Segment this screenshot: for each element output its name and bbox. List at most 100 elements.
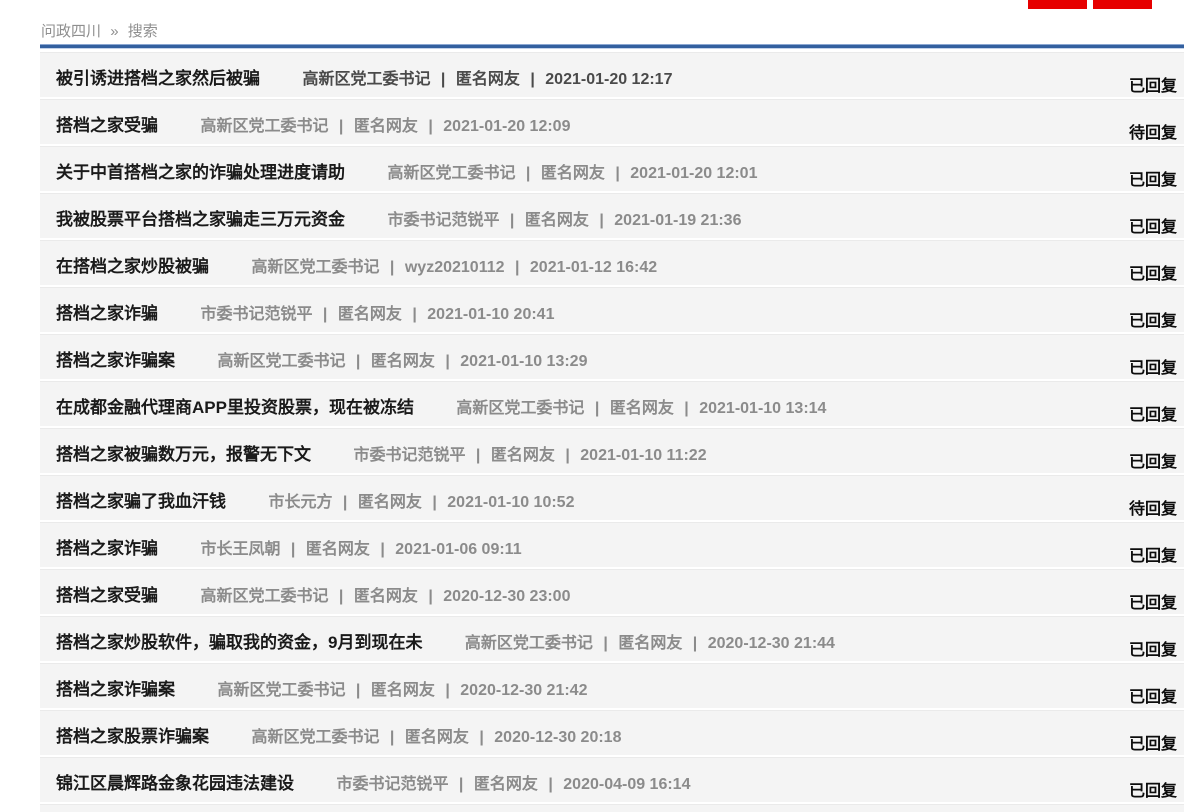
item-title-link[interactable]: 搭档之家诈骗案 (56, 680, 175, 699)
meta-separator: | (389, 729, 395, 746)
meta-separator: | (548, 776, 553, 793)
item-meta: 高新区党工委书记 | 匿名网友 | 2021-01-10 13:29 (217, 353, 587, 370)
item-recipient: 市委书记范锐平 (387, 212, 500, 229)
meta-separator: | (322, 306, 328, 323)
item-author: 匿名网友 (540, 165, 605, 182)
list-item[interactable]: 搭档之家诈骗案 高新区党工委书记 | 匿名网友 | 2020-12-30 21:… (40, 663, 1184, 708)
list-item[interactable]: 搭档之家股票诈骗案 高新区党工委书记 | 匿名网友 | 2020-12-30 2… (40, 710, 1184, 755)
meta-separator: | (475, 447, 481, 464)
list-item[interactable]: 搭档之家骗了我血汗钱 市长元方 | 匿名网友 | 2021-01-10 10:5… (40, 475, 1184, 520)
list-item[interactable]: 被引诱进搭档之家然后被骗 高新区党工委书记 | 匿名网友 | 2021-01-2… (40, 52, 1184, 97)
list-item[interactable]: 搭档之家受骗 高新区党工委书记 | 匿名网友 | 2020-12-30 23:0… (40, 569, 1184, 614)
item-meta: 市长元方 | 匿名网友 | 2021-01-10 10:52 (268, 494, 574, 511)
item-title-link[interactable]: 在搭档之家炒股被骗 (56, 257, 209, 276)
item-meta: 高新区党工委书记 | 匿名网友 | 2021-01-20 12:17 (302, 71, 672, 88)
item-line: 我被股票平台搭档之家骗走三万元资金 市委书记范锐平 | 匿名网友 | 2021-… (56, 205, 741, 230)
list-item[interactable]: 搭档之家被骗数万元，报警无下文 市委书记范锐平 | 匿名网友 | 2021-01… (40, 428, 1184, 473)
item-title-link[interactable]: 在成都金融代理商APP里投资股票，现在被冻结 (56, 398, 414, 417)
item-recipient: 市委书记范锐平 (336, 776, 449, 793)
item-line: 在搭档之家炒股被骗 高新区党工委书记 | wyz20210112 | 2021-… (56, 252, 657, 277)
item-line: 锦江区晨辉路金象花园违法建设 市委书记范锐平 | 匿名网友 | 2020-04-… (56, 769, 690, 794)
breadcrumb-root-link[interactable]: 问政四川 (41, 23, 102, 40)
item-status-badge: 已回复 (1128, 548, 1177, 565)
search-results-area: 被引诱进搭档之家然后被骗 高新区党工委书记 | 匿名网友 | 2021-01-2… (40, 52, 1184, 812)
top-red-button-1[interactable] (1028, 0, 1087, 9)
item-author: 匿名网友 (609, 400, 674, 417)
meta-separator: | (445, 682, 450, 699)
list-item[interactable]: 在成都金融代理商APP里投资股票，现在被冻结 高新区党工委书记 | 匿名网友 |… (40, 381, 1184, 426)
item-line: 搭档之家诈骗案 高新区党工委书记 | 匿名网友 | 2020-12-30 21:… (56, 675, 587, 700)
item-line: 搭档之家股票诈骗案 高新区党工委书记 | 匿名网友 | 2020-12-30 2… (56, 722, 621, 747)
list-item[interactable]: 搭档之家诈骗 市长王凤朝 | 匿名网友 | 2021-01-06 09:11 已… (40, 522, 1184, 567)
item-title-link[interactable]: 搭档之家股票诈骗案 (56, 727, 209, 746)
meta-separator: | (355, 353, 361, 370)
item-author: 匿名网友 (473, 776, 538, 793)
item-meta: 市委书记范锐平 | 匿名网友 | 2021-01-10 11:22 (353, 447, 706, 464)
item-title-link[interactable]: 关于中首搭档之家的诈骗处理进度请助 (56, 163, 345, 182)
item-author: 匿名网友 (370, 353, 435, 370)
item-title-link[interactable]: 搭档之家受骗 (56, 586, 158, 605)
item-title-link[interactable]: 搭档之家被骗数万元，报警无下文 (56, 445, 311, 464)
item-author: 匿名网友 (353, 118, 418, 135)
item-status-badge: 已回复 (1128, 783, 1177, 800)
item-status-badge: 已回复 (1128, 219, 1177, 236)
item-datetime: 2020-04-09 16:14 (563, 776, 691, 793)
meta-separator: | (445, 353, 450, 370)
item-recipient: 高新区党工委书记 (251, 729, 380, 746)
item-line: 搭档之家炒股软件，骗取我的资金，9月到现在未 高新区党工委书记 | 匿名网友 |… (56, 628, 835, 653)
item-status-badge: 已回复 (1128, 313, 1177, 330)
item-line: 在成都金融代理商APP里投资股票，现在被冻结 高新区党工委书记 | 匿名网友 |… (56, 393, 826, 418)
item-line: 搭档之家受骗 高新区党工委书记 | 匿名网友 | 2021-01-20 12:0… (56, 111, 570, 136)
meta-separator: | (412, 306, 417, 323)
list-item[interactable]: 在搭档之家炒股被骗 高新区党工委书记 | wyz20210112 | 2021-… (40, 240, 1184, 285)
item-meta: 市委书记范锐平 | 匿名网友 | 2021-01-10 20:41 (200, 306, 554, 323)
item-datetime: 2021-01-10 10:52 (447, 494, 575, 511)
item-line: 搭档之家诈骗 市长王凤朝 | 匿名网友 | 2021-01-06 09:11 (56, 534, 522, 559)
item-title-link[interactable]: 搭档之家骗了我血汗钱 (56, 492, 226, 511)
item-title-link[interactable]: 搭档之家炒股软件，骗取我的资金，9月到现在未 (56, 633, 423, 652)
item-status-badge: 已回复 (1128, 642, 1177, 659)
item-datetime: 2020-12-30 21:44 (707, 635, 835, 652)
item-status-badge: 已回复 (1128, 689, 1177, 706)
item-author: 匿名网友 (455, 71, 520, 88)
item-meta: 市委书记范锐平 | 匿名网友 | 2021-01-19 21:36 (387, 212, 741, 229)
meta-separator: | (684, 400, 689, 417)
list-item[interactable]: 锦江区晨辉路金象花园违法建设 市委书记范锐平 | 匿名网友 | 2020-04-… (40, 757, 1184, 802)
item-title-link[interactable]: 锦江区晨辉路金象花园违法建设 (56, 774, 294, 793)
meta-separator: | (440, 71, 446, 88)
list-item[interactable]: 搭档之家受骗 高新区党工委书记 | 匿名网友 | 2021-01-20 12:0… (40, 99, 1184, 144)
item-meta: 市委书记范锐平 | 匿名网友 | 2020-04-09 16:14 (336, 776, 690, 793)
meta-separator: | (603, 635, 608, 652)
item-datetime: 2020-12-30 23:00 (443, 588, 571, 605)
item-line: 搭档之家受骗 高新区党工委书记 | 匿名网友 | 2020-12-30 23:0… (56, 581, 570, 606)
item-title-link[interactable]: 搭档之家诈骗案 (56, 351, 175, 370)
item-title-link[interactable]: 搭档之家受骗 (56, 116, 158, 135)
list-item[interactable]: 我被股票平台搭档之家骗走三万元资金 市委书记范锐平 | 匿名网友 | 2021-… (40, 193, 1184, 238)
item-recipient: 高新区党工委书记 (302, 71, 431, 88)
list-item[interactable]: 搭档之家诈骗 市委书记范锐平 | 匿名网友 | 2021-01-10 20:41… (40, 287, 1184, 332)
item-recipient: 高新区党工委书记 (251, 259, 380, 276)
item-title-link[interactable]: 被引诱进搭档之家然后被骗 (56, 69, 260, 88)
meta-separator: | (565, 447, 570, 464)
list-item[interactable]: 关于中首搭档之家的诈骗处理进度请助 高新区党工委书记 | 匿名网友 | 2021… (40, 146, 1184, 191)
item-datetime: 2021-01-10 13:29 (460, 353, 588, 370)
list-item[interactable]: 搭档之家炒股软件，骗取我的资金，9月到现在未 高新区党工委书记 | 匿名网友 |… (40, 616, 1184, 661)
item-meta: 高新区党工委书记 | 匿名网友 | 2020-12-30 21:44 (465, 635, 835, 652)
meta-separator: | (428, 588, 433, 605)
item-recipient: 市长王凤朝 (200, 541, 281, 558)
list-item-partial[interactable] (40, 804, 1184, 812)
top-red-button-2[interactable] (1093, 0, 1152, 9)
item-datetime: 2021-01-10 13:14 (699, 400, 827, 417)
item-meta: 高新区党工委书记 | 匿名网友 | 2020-12-30 20:18 (251, 729, 621, 746)
item-status-badge: 待回复 (1128, 501, 1177, 518)
item-meta: 高新区党工委书记 | 匿名网友 | 2021-01-10 13:14 (456, 400, 826, 417)
breadcrumb-separator: » (110, 23, 119, 40)
item-datetime: 2021-01-12 16:42 (529, 259, 658, 276)
item-title-link[interactable]: 搭档之家诈骗 (56, 304, 158, 323)
list-item[interactable]: 搭档之家诈骗案 高新区党工委书记 | 匿名网友 | 2021-01-10 13:… (40, 334, 1184, 379)
item-author: 匿名网友 (490, 447, 555, 464)
item-title-link[interactable]: 我被股票平台搭档之家骗走三万元资金 (56, 210, 345, 229)
item-title-link[interactable]: 搭档之家诈骗 (56, 539, 158, 558)
item-status-badge: 待回复 (1128, 125, 1177, 142)
